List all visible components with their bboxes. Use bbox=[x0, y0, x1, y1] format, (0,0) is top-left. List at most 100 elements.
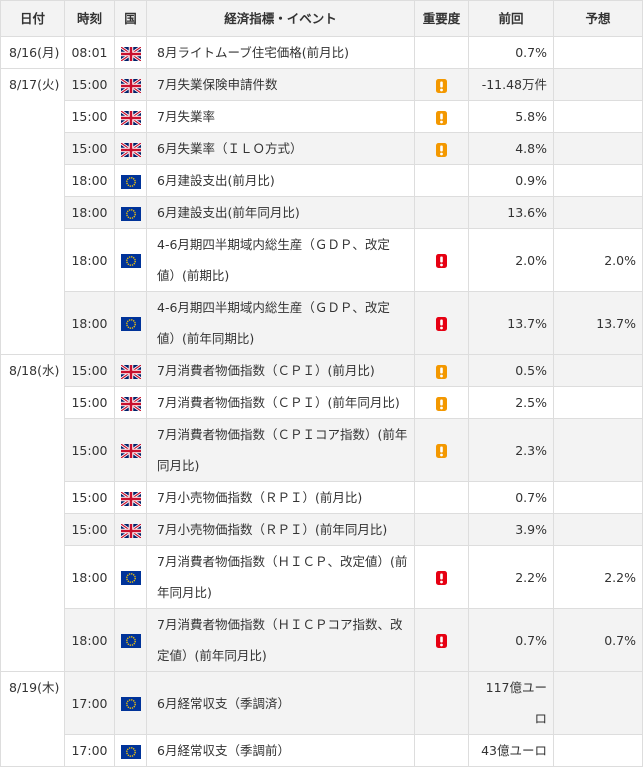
flag-icon bbox=[121, 79, 141, 93]
country-cell bbox=[114, 164, 147, 197]
event-cell: 7月消費者物価指数（ＣＰＩコア指数）(前年同月比) bbox=[146, 418, 415, 482]
forecast-cell bbox=[553, 196, 643, 229]
previous-cell: 2.5% bbox=[468, 386, 554, 419]
country-cell bbox=[114, 354, 147, 387]
flag-icon bbox=[121, 317, 141, 331]
importance-icon bbox=[436, 365, 447, 379]
importance-cell bbox=[414, 228, 469, 292]
importance-icon bbox=[436, 571, 447, 585]
importance-cell bbox=[414, 671, 469, 735]
flag-icon bbox=[121, 397, 141, 411]
flag-icon bbox=[121, 175, 141, 189]
importance-icon bbox=[436, 634, 447, 648]
event-row: 17:00 6月経常収支（季調前） 43億ユーロ bbox=[1, 734, 643, 767]
event-cell: 8月ライトムーブ住宅価格(前月比) bbox=[146, 36, 415, 69]
importance-cell bbox=[414, 196, 469, 229]
event-row: 15:00 7月消費者物価指数（ＣＰＩ）(前年同月比) 2.5% bbox=[1, 386, 643, 419]
importance-cell bbox=[414, 100, 469, 133]
event-row: 15:00 7月失業率 5.8% bbox=[1, 100, 643, 133]
event-row: 8/17(火) 15:00 7月失業保険申請件数 -11.48万件 bbox=[0, 68, 643, 355]
flag-icon bbox=[121, 634, 141, 648]
forecast-cell bbox=[553, 132, 643, 165]
forecast-cell bbox=[553, 418, 643, 482]
header-cell: 時刻 bbox=[64, 0, 115, 37]
time-cell: 18:00 bbox=[64, 196, 115, 229]
time-cell: 15:00 bbox=[64, 386, 115, 419]
time-cell: 17:00 bbox=[64, 671, 115, 735]
flag-icon bbox=[121, 111, 141, 125]
forecast-cell bbox=[553, 513, 643, 546]
event-row: 18:00 7月消費者物価指数（ＨＩＣＰコア指数、改定値）(前年同月比) 0.7% 0… bbox=[1, 608, 643, 672]
event-cell: 6月建設支出(前月比) bbox=[146, 164, 415, 197]
header-cell: 日付 bbox=[0, 0, 65, 37]
date-cell: 8/17(火) bbox=[0, 68, 65, 355]
previous-cell: 13.7% bbox=[468, 291, 554, 355]
event-row: 8/19(木) 17:00 6月経常収支（季調済） 117億ユーロ bbox=[0, 671, 643, 767]
flag-icon bbox=[121, 571, 141, 585]
previous-cell: 117億ユーロ bbox=[468, 671, 554, 735]
forecast-cell bbox=[553, 354, 643, 387]
time-cell: 15:00 bbox=[64, 100, 115, 133]
event-cell: 7月消費者物価指数（ＨＩＣＰ、改定値）(前年同月比) bbox=[146, 545, 415, 609]
forecast-cell: 2.0% bbox=[553, 228, 643, 292]
time-cell: 18:00 bbox=[64, 228, 115, 292]
importance-cell bbox=[414, 36, 469, 69]
event-row: 18:00 4-6月期四半期域内総生産（ＧＤＰ、改定値）(前期比) 2.0% 2.0% bbox=[1, 228, 643, 292]
importance-cell bbox=[414, 513, 469, 546]
importance-icon bbox=[436, 79, 447, 93]
country-cell bbox=[114, 418, 147, 482]
event-cell: 6月経常収支（季調済） bbox=[146, 671, 415, 735]
forecast-cell bbox=[553, 68, 643, 101]
country-cell bbox=[114, 386, 147, 419]
forecast-cell: 2.2% bbox=[553, 545, 643, 609]
forecast-cell bbox=[553, 36, 643, 69]
event-row: 15:00 7月小売物価指数（ＲＰＩ）(前年同月比) 3.9% bbox=[1, 513, 643, 546]
previous-cell: 13.6% bbox=[468, 196, 554, 229]
importance-cell bbox=[414, 68, 469, 101]
previous-cell: 0.5% bbox=[468, 354, 554, 387]
importance-icon bbox=[436, 397, 447, 411]
header-cell: 重要度 bbox=[414, 0, 469, 37]
flag-icon bbox=[121, 524, 141, 538]
event-cell: 7月失業率 bbox=[146, 100, 415, 133]
country-cell bbox=[114, 68, 147, 101]
previous-cell: 0.7% bbox=[468, 481, 554, 514]
time-cell: 15:00 bbox=[64, 418, 115, 482]
country-cell bbox=[114, 734, 147, 767]
time-cell: 15:00 bbox=[64, 354, 115, 387]
previous-cell: 3.9% bbox=[468, 513, 554, 546]
previous-cell: 0.7% bbox=[468, 608, 554, 672]
flag-icon bbox=[121, 254, 141, 268]
time-cell: 18:00 bbox=[64, 545, 115, 609]
country-cell bbox=[114, 36, 147, 69]
country-cell bbox=[114, 513, 147, 546]
country-cell bbox=[114, 671, 147, 735]
forecast-cell bbox=[553, 481, 643, 514]
time-cell: 15:00 bbox=[64, 132, 115, 165]
event-cell: 7月消費者物価指数（ＣＰＩ）(前年同月比) bbox=[146, 386, 415, 419]
event-cell: 7月消費者物価指数（ＣＰＩ）(前月比) bbox=[146, 354, 415, 387]
forecast-cell bbox=[553, 164, 643, 197]
header-cell: 予想 bbox=[553, 0, 643, 37]
flag-icon bbox=[121, 365, 141, 379]
country-cell bbox=[114, 291, 147, 355]
country-cell bbox=[114, 545, 147, 609]
header-cell: 前回 bbox=[468, 0, 554, 37]
event-cell: 7月小売物価指数（ＲＰＩ）(前月比) bbox=[146, 481, 415, 514]
previous-cell: 2.0% bbox=[468, 228, 554, 292]
previous-cell: 4.8% bbox=[468, 132, 554, 165]
flag-icon bbox=[121, 697, 141, 711]
time-cell: 18:00 bbox=[64, 291, 115, 355]
country-cell bbox=[114, 100, 147, 133]
time-cell: 08:01 bbox=[64, 36, 115, 69]
forecast-cell: 0.7% bbox=[553, 608, 643, 672]
importance-cell bbox=[414, 418, 469, 482]
event-row: 18:00 6月建設支出(前月比) 0.9% bbox=[1, 164, 643, 197]
importance-icon bbox=[436, 444, 447, 458]
flag-icon bbox=[121, 47, 141, 61]
flag-icon bbox=[121, 444, 141, 458]
event-row: 18:00 6月建設支出(前年同月比) 13.6% bbox=[1, 196, 643, 229]
importance-cell bbox=[414, 734, 469, 767]
event-row: 18:00 7月消費者物価指数（ＨＩＣＰ、改定値）(前年同月比) 2.2% 2.2% bbox=[1, 545, 643, 609]
